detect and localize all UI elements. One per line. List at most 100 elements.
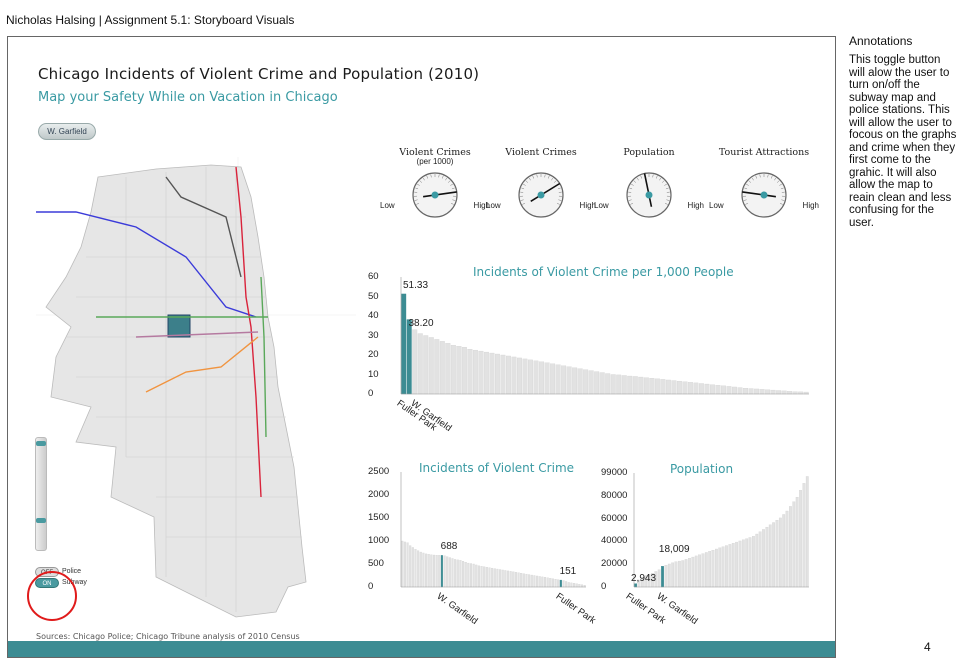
bar [701, 553, 705, 588]
bar [565, 581, 568, 588]
bar [528, 359, 533, 395]
bar [578, 584, 581, 588]
gauge-dial [412, 172, 458, 218]
bar [430, 554, 433, 588]
zoom-slider-top[interactable] [36, 441, 46, 446]
bar [517, 357, 522, 395]
bar [599, 372, 605, 395]
gauge-low-label: Low [380, 201, 395, 210]
y-tick-label: 60 [368, 271, 379, 282]
bar [632, 376, 638, 395]
bar [805, 476, 809, 588]
storyboard-frame: Chicago Incidents of Violent Crime and P… [7, 36, 836, 658]
gauge-sublabel: (per 1000) [416, 157, 454, 166]
bar [446, 556, 449, 588]
bar [687, 382, 693, 395]
y-tick-label: 50 [368, 290, 379, 302]
zoom-slider-handle[interactable] [36, 518, 46, 523]
y-tick-label: 99000 [601, 467, 628, 478]
gauge-high-label: High [579, 201, 596, 210]
bar [406, 542, 409, 588]
bar [438, 555, 441, 588]
bar [721, 385, 726, 395]
bar [665, 379, 671, 395]
bar [562, 580, 565, 588]
bar [745, 538, 749, 588]
bar [787, 391, 793, 395]
bar [403, 541, 406, 588]
bar [501, 569, 504, 588]
neighborhood-search-pill[interactable]: W. Garfield [38, 123, 96, 140]
bar [738, 540, 742, 588]
bar [682, 381, 688, 395]
map-landmass [45, 164, 307, 618]
page-subtitle: Map your Safety While on Vacation in Chi… [38, 90, 338, 105]
bar [472, 349, 478, 395]
bar [500, 354, 506, 395]
annotations-heading: Annotations [849, 34, 913, 48]
toggle-highlight-circle [27, 571, 77, 621]
bar [480, 566, 483, 588]
bar-highlight [406, 319, 412, 395]
annotations-body: This toggle button will alow the user to… [849, 54, 956, 229]
bar [627, 375, 633, 395]
bar [758, 531, 762, 588]
gauge-dial [518, 172, 564, 218]
bar [715, 385, 721, 395]
bar [509, 571, 512, 588]
bar [759, 389, 765, 395]
bar [691, 556, 695, 588]
bar [792, 501, 796, 588]
bar [499, 569, 502, 588]
zoom-slider[interactable] [35, 437, 47, 551]
bar [459, 560, 462, 588]
police-toggle-label: Police [62, 568, 82, 575]
bar [469, 563, 473, 588]
bar [688, 558, 691, 588]
gauge-low-label: Low [486, 201, 501, 210]
bar [681, 560, 685, 588]
page-number: 4 [924, 640, 931, 654]
gauge-label: Population [623, 147, 675, 158]
bar [451, 558, 454, 588]
bar [478, 350, 484, 395]
bar [544, 362, 550, 395]
bar [737, 387, 743, 395]
bar [802, 483, 806, 588]
bar [445, 343, 451, 395]
bar [417, 333, 423, 395]
bar [533, 575, 536, 588]
bar [425, 553, 428, 588]
bar [782, 514, 786, 588]
bar [522, 573, 525, 588]
bar [752, 536, 755, 588]
bar [477, 565, 480, 588]
bar [754, 388, 760, 395]
bar [660, 379, 666, 395]
gauge-low-label: Low [709, 201, 724, 210]
chicago-map[interactable] [36, 157, 356, 627]
bar [704, 552, 708, 588]
y-tick-label: 10 [368, 368, 379, 380]
bar [718, 547, 722, 588]
bar [483, 566, 486, 588]
bar-value-label: 2,943 [631, 572, 657, 584]
bar [493, 568, 496, 588]
bar-highlight [440, 555, 443, 588]
gauge-1: Violent Crimes Low High [486, 147, 596, 219]
bar [456, 346, 462, 395]
bar [762, 529, 765, 588]
bar [572, 367, 578, 395]
bar [664, 564, 668, 588]
bar [567, 582, 570, 588]
bar [735, 541, 738, 588]
bar [456, 559, 459, 588]
bar [694, 555, 698, 588]
bar [731, 543, 735, 588]
gauge-dial [741, 172, 787, 218]
bar [710, 384, 715, 395]
selected-neighborhood [167, 314, 191, 338]
bar [435, 555, 438, 588]
subway-toggle-label: Subway [62, 579, 87, 586]
bar [708, 551, 712, 588]
